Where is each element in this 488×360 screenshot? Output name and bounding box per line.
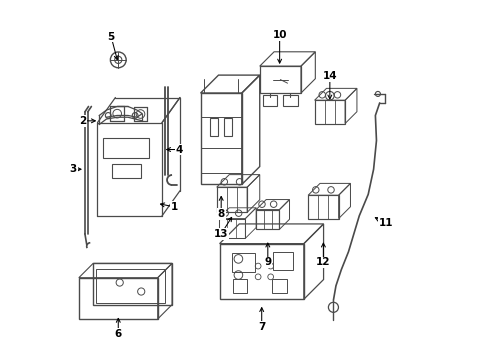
Bar (224, 118, 232, 136)
Bar (233, 279, 247, 293)
Text: 5: 5 (107, 32, 115, 41)
Bar (283, 95, 297, 105)
Text: 4: 4 (175, 144, 183, 154)
Text: 12: 12 (316, 257, 330, 267)
Bar (263, 95, 277, 105)
Bar (112, 164, 140, 178)
Text: 8: 8 (217, 209, 224, 219)
Text: 13: 13 (214, 229, 228, 239)
Bar (102, 138, 149, 158)
Text: 7: 7 (258, 322, 265, 332)
Text: 6: 6 (114, 329, 122, 339)
Text: 10: 10 (272, 30, 286, 40)
Bar (272, 279, 286, 293)
Text: 11: 11 (378, 218, 393, 228)
Bar (273, 252, 292, 270)
Text: 1: 1 (171, 202, 178, 212)
Text: 3: 3 (69, 164, 77, 174)
Text: 9: 9 (264, 257, 271, 267)
Text: 2: 2 (79, 116, 86, 126)
Bar (232, 253, 255, 273)
Text: 14: 14 (322, 71, 336, 81)
Bar (210, 118, 218, 136)
